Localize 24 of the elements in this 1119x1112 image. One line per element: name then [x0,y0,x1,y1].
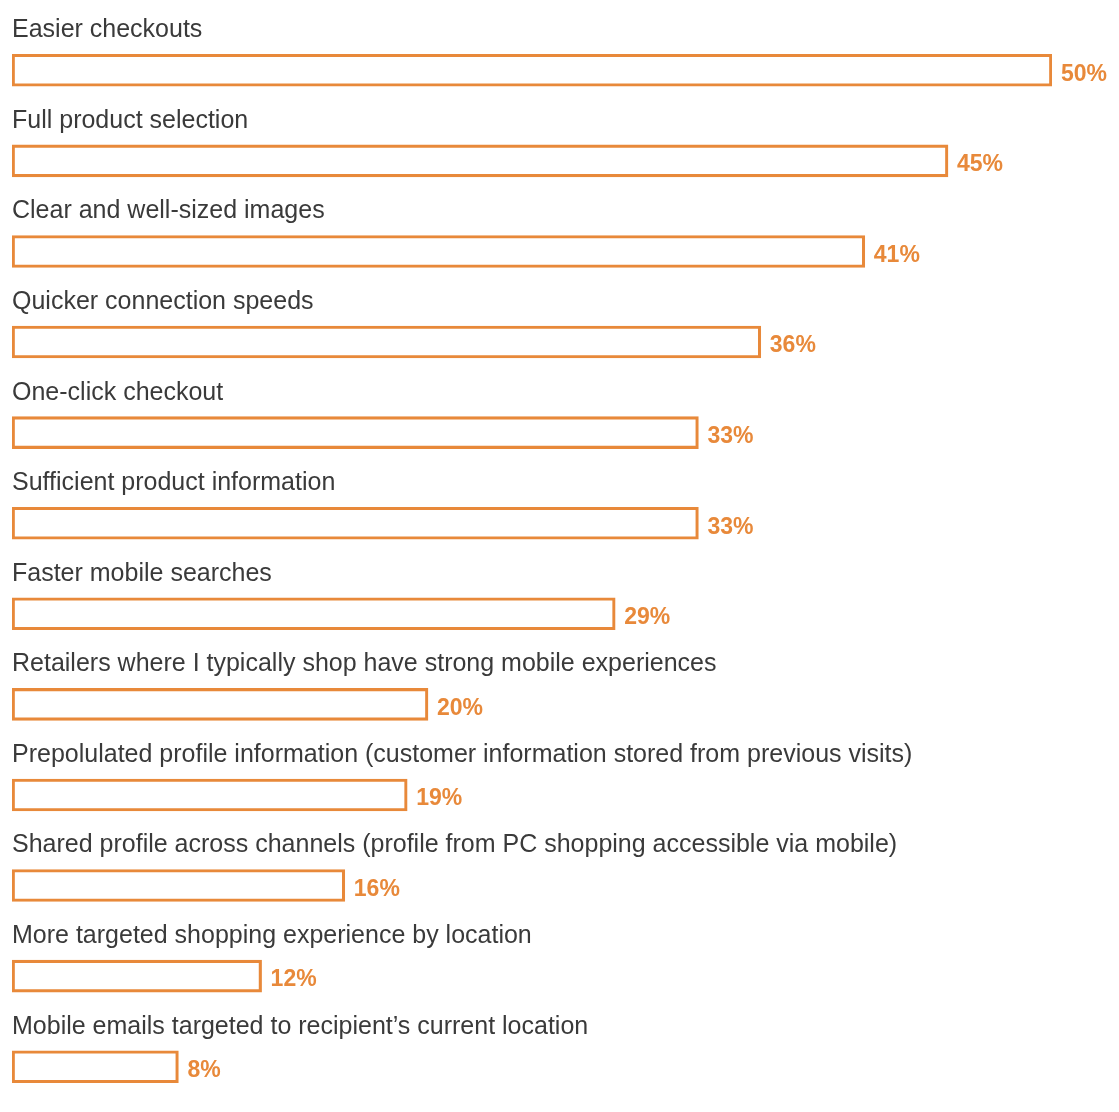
y-tick-label: Mobile emails targeted to recipient’s current location [12,1010,589,1039]
data-label: 41% [873,240,920,267]
data-label: 45% [957,150,1004,177]
data-label: 50% [1061,59,1108,86]
data-label: 33% [707,512,754,539]
data-label: 36% [769,331,816,358]
data-label: 20% [437,693,484,720]
y-tick-label: Clear and well-sized images [12,195,325,224]
data-label: 12% [270,965,317,992]
y-tick-label: Sufficient product information [12,467,336,496]
data-label: 8% [187,1056,221,1083]
y-tick-label: Full product selection [12,104,249,133]
y-tick-label: One-click checkout [12,376,224,405]
y-tick-label: Retailers where I typically shop have strong mobile experiences [12,648,717,677]
data-label: 19% [416,784,463,811]
data-label: 29% [624,603,671,630]
y-tick-label: Faster mobile searches [12,557,272,586]
y-tick-label: More targeted shopping experience by location [12,920,532,949]
data-label: 16% [353,874,400,901]
y-tick-label: Prepolulated profile information (customer information stored from previous visits) [12,738,913,767]
y-tick-label: Shared profile across channels (profile from PC shopping accessible via mobile) [12,829,898,858]
y-tick-label: Quicker connection speeds [12,285,314,314]
data-label: 33% [707,421,754,448]
y-tick-label: Easier checkouts [12,14,203,43]
